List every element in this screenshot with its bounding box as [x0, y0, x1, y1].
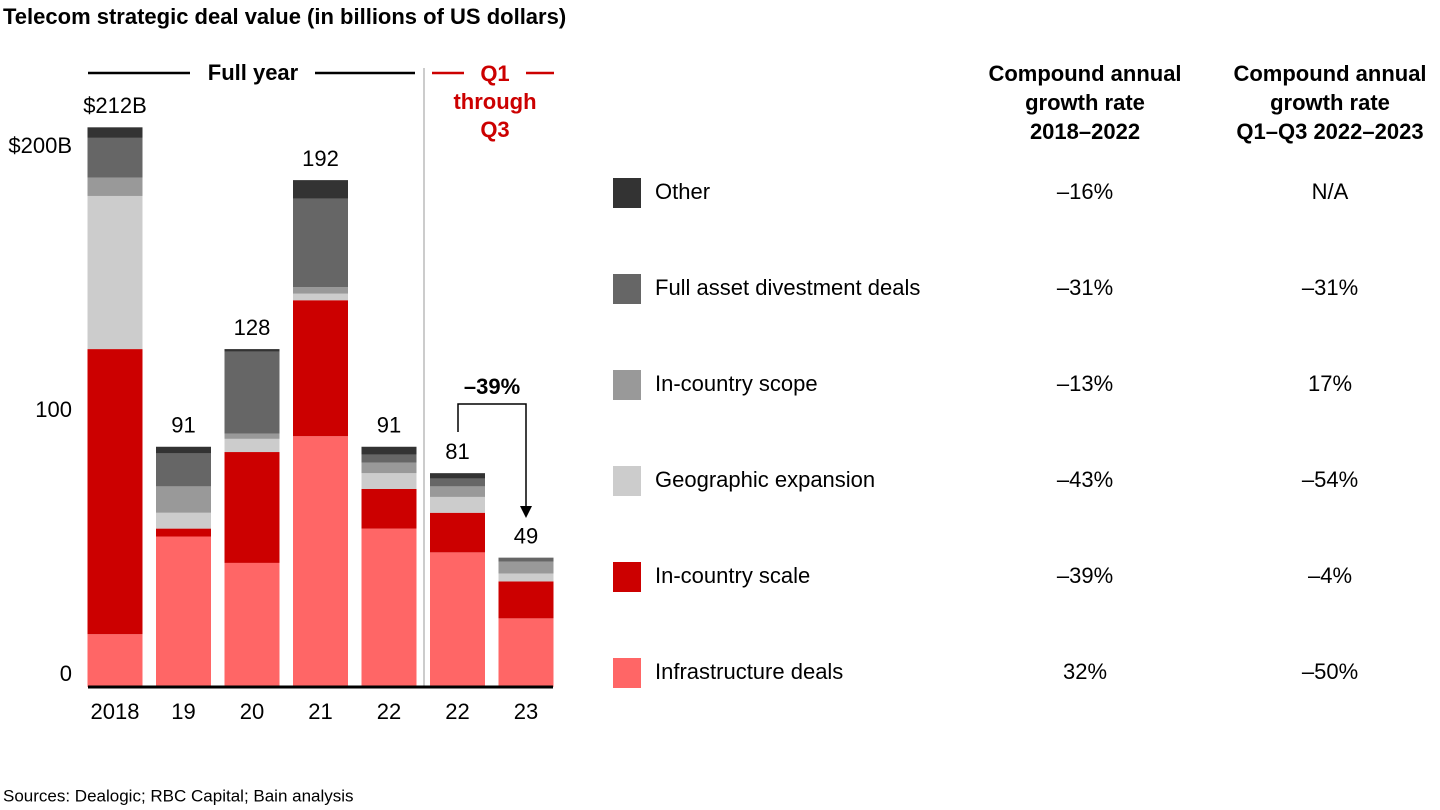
- bar-segment: [361, 462, 417, 474]
- x-tick-label: 19: [171, 699, 195, 724]
- total-label: 91: [171, 413, 195, 438]
- table-header: growth rate: [1025, 90, 1145, 115]
- x-tick-label: 2018: [91, 699, 140, 724]
- bar-segment: [87, 137, 143, 178]
- growth-rate: –39%: [1057, 563, 1113, 588]
- y-tick-label: $200B: [8, 133, 72, 158]
- bar-segment: [293, 436, 348, 687]
- bar-segment: [430, 473, 485, 479]
- bar-segment: [224, 452, 280, 563]
- bar-segment: [224, 438, 280, 453]
- bar-segment: [293, 198, 348, 288]
- y-tick-label: 100: [35, 397, 72, 422]
- y-tick-label: 0: [60, 661, 72, 686]
- bar-segment: [87, 177, 143, 196]
- total-label: 49: [514, 523, 538, 548]
- bar-segment: [87, 127, 143, 138]
- table-header: Q1–Q3 2022–2023: [1236, 119, 1423, 144]
- bar-segment: [361, 528, 417, 687]
- source: Sources: Dealogic; RBC Capital; Bain ana…: [3, 786, 354, 805]
- legend-label: Other: [655, 179, 710, 204]
- total-label: $212B: [83, 93, 147, 118]
- bar-segment: [430, 486, 485, 497]
- bar-segment: [361, 446, 417, 455]
- bar-segment: [224, 349, 280, 352]
- bar-segment: [156, 453, 211, 487]
- growth-rate: 17%: [1308, 371, 1352, 396]
- legend-label: Full asset divestment deals: [655, 275, 920, 300]
- bar-segment: [361, 473, 417, 489]
- growth-rate: –54%: [1302, 467, 1358, 492]
- annotation: –39%: [464, 374, 520, 399]
- growth-rate: –50%: [1302, 659, 1358, 684]
- legend-swatch: [613, 562, 641, 592]
- bar-segment: [430, 512, 485, 553]
- bar-segment: [361, 454, 417, 463]
- growth-rate: N/A: [1312, 179, 1349, 204]
- bar-segment: [156, 512, 211, 529]
- growth-rate: –43%: [1057, 467, 1113, 492]
- growth-rate: –31%: [1057, 275, 1113, 300]
- total-label: 91: [377, 413, 401, 438]
- period-label: Q1: [480, 61, 509, 86]
- bar-segment: [498, 618, 554, 687]
- bar-segment: [430, 496, 485, 513]
- total-label: 81: [445, 439, 469, 464]
- bar-segment: [498, 561, 554, 574]
- table-header: 2018–2022: [1030, 119, 1140, 144]
- bar-segment: [498, 581, 554, 619]
- period-label: through: [453, 89, 536, 114]
- legend-swatch: [613, 466, 641, 496]
- bar-segment: [87, 349, 143, 635]
- bar-segment: [361, 489, 417, 529]
- legend-swatch: [613, 370, 641, 400]
- growth-rate: 32%: [1063, 659, 1107, 684]
- chart-title: Telecom strategic deal value (in billion…: [3, 4, 566, 29]
- table-header: growth rate: [1270, 90, 1390, 115]
- arrow-head: [520, 506, 532, 518]
- growth-rate: –4%: [1308, 563, 1352, 588]
- bar-segment: [293, 293, 348, 301]
- legend-swatch: [613, 274, 641, 304]
- table-header: Compound annual: [988, 61, 1181, 86]
- bar-segment: [224, 433, 280, 439]
- total-label: 128: [234, 315, 271, 340]
- bar-segment: [293, 180, 348, 199]
- x-tick-label: 21: [308, 699, 332, 724]
- bar-segment: [498, 557, 554, 562]
- bar-segment: [293, 287, 348, 294]
- table-header: Compound annual: [1233, 61, 1426, 86]
- legend-label: Geographic expansion: [655, 467, 875, 492]
- bar-segment: [293, 300, 348, 437]
- bar-segment: [430, 552, 485, 687]
- bar-segment: [156, 528, 211, 537]
- period-label: Q3: [480, 117, 509, 142]
- growth-rate: –31%: [1302, 275, 1358, 300]
- legend-label: Infrastructure deals: [655, 659, 843, 684]
- bar-segment: [156, 536, 211, 687]
- bar-segment: [156, 486, 211, 513]
- x-tick-label: 20: [240, 699, 264, 724]
- bar-segment: [224, 351, 280, 434]
- legend-label: In-country scale: [655, 563, 810, 588]
- bar-segment: [498, 573, 554, 582]
- x-tick-label: 22: [377, 699, 401, 724]
- change-arrow: [457, 403, 527, 508]
- bar-segment: [87, 195, 143, 350]
- total-label: 192: [302, 146, 339, 171]
- growth-rate: –16%: [1057, 179, 1113, 204]
- bar-segment: [156, 446, 211, 454]
- bar-segment: [87, 634, 143, 687]
- legend-swatch: [613, 178, 641, 208]
- x-tick-label: 23: [514, 699, 538, 724]
- legend-label: In-country scope: [655, 371, 818, 396]
- bar-segment: [430, 478, 485, 487]
- bar-segment: [224, 562, 280, 687]
- period-label: Full year: [208, 60, 299, 85]
- growth-rate: –13%: [1057, 371, 1113, 396]
- x-tick-label: 22: [445, 699, 469, 724]
- legend-swatch: [613, 658, 641, 688]
